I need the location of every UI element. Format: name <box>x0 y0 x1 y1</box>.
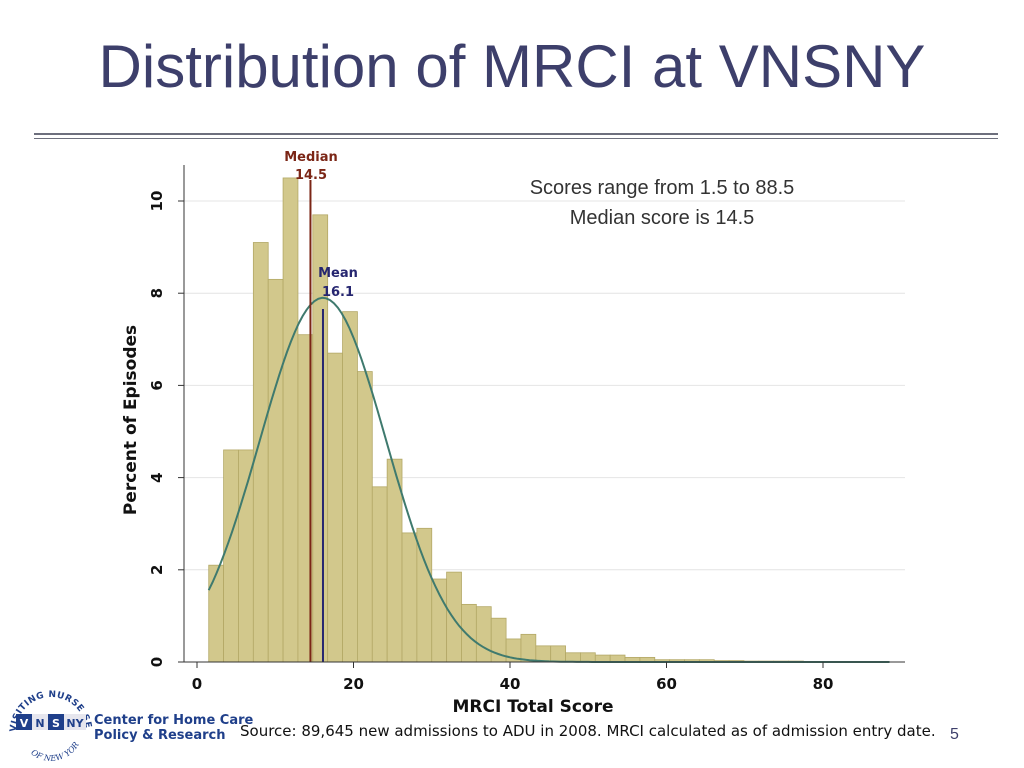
bar-2 <box>238 449 254 663</box>
logo-letter-n: N <box>35 717 44 730</box>
logo-letter-v: V <box>20 717 29 730</box>
bar-23 <box>550 645 566 663</box>
y-tick-label-6: 6 <box>148 380 166 390</box>
vnsny-logo: VISITING NURSE SERVICE OF NEW YORK V N S… <box>6 676 92 763</box>
page-number: 5 <box>950 726 959 743</box>
bar-16 <box>446 571 462 663</box>
y-axis-label: Percent of Episodes <box>121 325 141 515</box>
mean-value-label: 16.1 <box>322 285 354 300</box>
bar-0 <box>208 564 225 663</box>
bar-22 <box>535 645 552 663</box>
y-tick-label-2: 2 <box>148 565 166 575</box>
bar-5 <box>282 177 299 663</box>
title-divider-top <box>34 133 998 135</box>
chart-annotation-line-2: Median score is 14.5 <box>570 207 755 229</box>
bar-1 <box>223 449 239 663</box>
chart-annotation-line-1: Scores range from 1.5 to 88.5 <box>530 177 795 199</box>
x-tick-label-40: 40 <box>500 675 521 693</box>
bar-10 <box>357 371 373 663</box>
bar-8 <box>327 352 343 663</box>
axes: 0 2 4 6 8 10 0 20 40 60 80 <box>148 165 905 693</box>
median-value-label: 14.5 <box>295 168 327 183</box>
y-tick-label-10: 10 <box>148 191 166 212</box>
logo-caption-line-2: Policy & Research <box>94 728 226 743</box>
bar-7 <box>312 214 329 663</box>
bar-25 <box>580 652 596 663</box>
slide-title: Distribution of MRCI at VNSNY <box>98 33 926 100</box>
bar-13 <box>401 532 418 663</box>
bar-17 <box>461 603 477 663</box>
source-note: Source: 89,645 new admissions to ADU in … <box>240 722 936 740</box>
logo-caption-line-1: Center for Home Care <box>94 713 254 728</box>
bar-15 <box>431 578 448 663</box>
y-tick-label-8: 8 <box>148 288 166 298</box>
y-tick-label-4: 4 <box>148 472 166 482</box>
bar-9 <box>342 311 358 663</box>
histogram-bars <box>208 177 804 663</box>
bar-24 <box>565 652 581 663</box>
logo-letter-ny: NY <box>66 717 84 730</box>
bar-26 <box>594 654 611 663</box>
title-divider-bottom <box>34 138 998 139</box>
bar-27 <box>609 654 626 663</box>
x-tick-label-80: 80 <box>813 675 834 693</box>
bar-21 <box>520 633 537 663</box>
bar-18 <box>475 606 492 663</box>
x-tick-label-60: 60 <box>656 675 677 693</box>
x-tick-label-0: 0 <box>192 675 202 693</box>
x-tick-label-20: 20 <box>343 675 364 693</box>
mean-label: Mean <box>318 266 358 281</box>
y-tick-label-0: 0 <box>148 657 166 667</box>
x-axis-label: MRCI Total Score <box>452 697 613 717</box>
logo-letter-s: S <box>52 717 60 730</box>
logo-caption: Center for Home Care Policy & Research <box>94 713 253 743</box>
marker-lines <box>309 180 324 662</box>
median-label: Median <box>284 150 338 165</box>
bar-4 <box>267 278 284 663</box>
bar-11 <box>371 486 388 663</box>
